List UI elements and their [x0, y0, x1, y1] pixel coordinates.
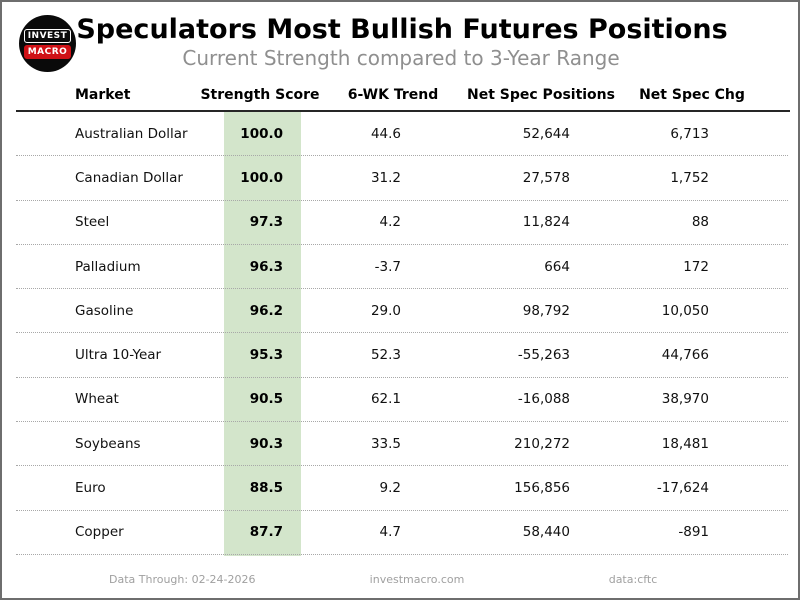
- column-header-6wk-trend: 6-WK Trend: [347, 87, 439, 103]
- strength-score-cell: 87.7: [249, 524, 283, 541]
- trend-cell: -3.7: [374, 258, 401, 275]
- market-cell: Canadian Dollar: [75, 169, 183, 186]
- column-header-strength-score: Strength Score: [200, 87, 320, 103]
- positions-cell: 58,440: [522, 524, 570, 541]
- footer-data-source: data:cftc: [608, 573, 658, 586]
- change-cell: 44,766: [661, 347, 709, 364]
- strength-score-cell: 100.0: [240, 125, 283, 142]
- table-row: Steel 97.3 4.2 11,824 88: [16, 201, 788, 245]
- change-cell: -17,624: [656, 480, 709, 497]
- header-divider: [16, 110, 790, 112]
- strength-score-cell: 90.5: [249, 391, 283, 408]
- strength-score-highlight-band: [224, 112, 301, 556]
- logo-macro-label: MACRO: [23, 44, 72, 59]
- trend-cell: 4.7: [379, 524, 401, 541]
- change-cell: 6,713: [670, 125, 709, 142]
- table-row: Copper 87.7 4.7 58,440 -891: [16, 511, 788, 555]
- column-header-market: Market: [75, 87, 131, 103]
- positions-cell: 27,578: [522, 169, 570, 186]
- table-row: Ultra 10-Year 95.3 52.3 -55,263 44,766: [16, 333, 788, 378]
- table-row: Gasoline 96.2 29.0 98,792 10,050: [16, 289, 788, 334]
- market-cell: Ultra 10-Year: [75, 347, 162, 364]
- table-row: Euro 88.5 9.2 156,856 -17,624: [16, 466, 788, 511]
- positions-cell: -16,088: [517, 391, 570, 408]
- column-header-net-spec-chg: Net Spec Chg: [639, 87, 745, 103]
- trend-cell: 33.5: [370, 435, 401, 452]
- market-cell: Euro: [75, 480, 106, 497]
- strength-score-cell: 97.3: [249, 214, 283, 231]
- trend-cell: 9.2: [379, 480, 401, 497]
- footer-website: investmacro.com: [369, 573, 465, 586]
- positions-cell: -55,263: [517, 347, 570, 364]
- change-cell: 38,970: [661, 391, 709, 408]
- positions-cell: 664: [544, 258, 570, 275]
- table-row: Canadian Dollar 100.0 31.2 27,578 1,752: [16, 156, 788, 201]
- logo-invest-label: INVEST: [23, 28, 72, 43]
- positions-cell: 52,644: [522, 125, 570, 142]
- trend-cell: 29.0: [370, 302, 401, 319]
- change-cell: 1,752: [670, 169, 709, 186]
- strength-score-cell: 90.3: [249, 435, 283, 452]
- market-cell: Soybeans: [75, 435, 141, 452]
- change-cell: -891: [678, 524, 709, 541]
- market-cell: Australian Dollar: [75, 125, 188, 142]
- column-header-net-spec-positions: Net Spec Positions: [467, 87, 615, 103]
- table-row: Palladium 96.3 -3.7 664 172: [16, 245, 788, 290]
- positions-cell: 156,856: [514, 480, 570, 497]
- market-cell: Wheat: [75, 391, 119, 408]
- trend-cell: 62.1: [370, 391, 401, 408]
- strength-score-cell: 96.3: [249, 258, 283, 275]
- trend-cell: 52.3: [370, 347, 401, 364]
- market-cell: Copper: [75, 524, 124, 541]
- market-cell: Gasoline: [75, 302, 134, 319]
- strength-score-cell: 100.0: [240, 169, 283, 186]
- change-cell: 88: [691, 214, 709, 231]
- positions-cell: 98,792: [522, 302, 570, 319]
- strength-score-cell: 96.2: [249, 302, 283, 319]
- footer-data-through: Data Through: 02-24-2026: [109, 573, 256, 586]
- trend-cell: 4.2: [379, 214, 401, 231]
- page-subtitle: Current Strength compared to 3-Year Rang…: [182, 46, 620, 70]
- trend-cell: 31.2: [370, 169, 401, 186]
- page-title: Speculators Most Bullish Futures Positio…: [76, 14, 728, 45]
- change-cell: 18,481: [661, 435, 709, 452]
- table-row: Australian Dollar 100.0 44.6 52,644 6,71…: [16, 112, 788, 157]
- trend-cell: 44.6: [370, 125, 401, 142]
- investmacro-logo: INVEST MACRO: [19, 15, 76, 72]
- change-cell: 10,050: [661, 302, 709, 319]
- change-cell: 172: [683, 258, 709, 275]
- positions-cell: 11,824: [522, 214, 570, 231]
- table-row: Wheat 90.5 62.1 -16,088 38,970: [16, 378, 788, 423]
- strength-score-cell: 88.5: [249, 480, 283, 497]
- strength-score-cell: 95.3: [249, 347, 283, 364]
- positions-cell: 210,272: [514, 435, 570, 452]
- table-row: Soybeans 90.3 33.5 210,272 18,481: [16, 422, 788, 467]
- market-cell: Palladium: [75, 258, 141, 275]
- market-cell: Steel: [75, 214, 110, 231]
- table-body: Australian Dollar 100.0 44.6 52,644 6,71…: [16, 112, 788, 555]
